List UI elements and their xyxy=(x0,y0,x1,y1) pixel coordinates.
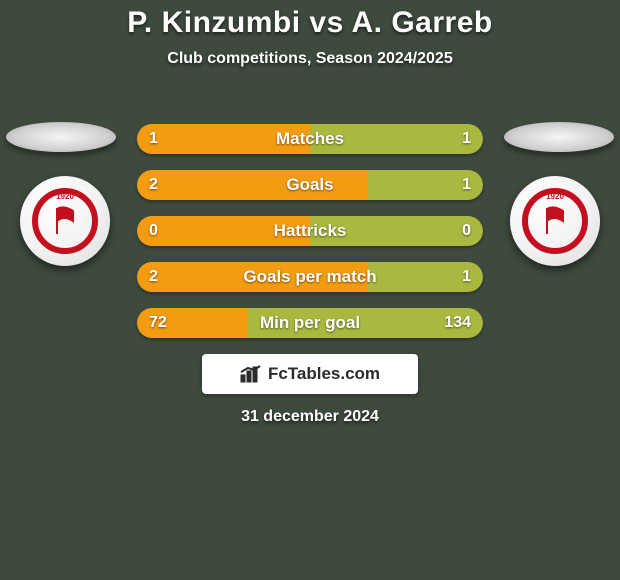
club-year-left: 1920 xyxy=(56,192,74,201)
bar-chart-icon xyxy=(240,365,262,383)
stat-label: Goals per match xyxy=(137,262,483,292)
stat-value-left: 0 xyxy=(149,216,158,246)
club-flag-left-icon xyxy=(52,206,78,236)
stat-value-left: 1 xyxy=(149,124,158,154)
stat-row: Matches1 1 xyxy=(137,124,483,154)
subtitle: Club competitions, Season 2024/2025 xyxy=(0,50,620,68)
club-badge-left-ring: 1920 xyxy=(32,188,98,254)
stat-row: Hattricks0 0 xyxy=(137,216,483,246)
stats-container: Matches11Goals21Hattricks00Goals per mat… xyxy=(137,124,483,354)
stat-label: Hattricks xyxy=(137,216,483,246)
page-title: P. Kinzumbi vs A. Garreb xyxy=(0,0,620,40)
stat-value-right: 0 xyxy=(462,216,471,246)
stat-row: Goals per match2 1 xyxy=(137,262,483,292)
date-text: 31 december 2024 xyxy=(0,408,620,426)
stat-value-right: 1 xyxy=(462,124,471,154)
stat-value-right: 1 xyxy=(462,170,471,200)
club-badge-left: 1920 xyxy=(20,176,110,266)
player-slot-right xyxy=(504,122,614,152)
club-flag-right-icon xyxy=(542,206,568,236)
stat-label: Goals xyxy=(137,170,483,200)
brand-text: FcTables.com xyxy=(268,364,380,384)
stat-value-right: 1 xyxy=(462,262,471,292)
stat-value-right: 134 xyxy=(444,308,471,338)
player-slot-left xyxy=(6,122,116,152)
brand-box: FcTables.com xyxy=(202,354,418,394)
club-badge-right: 1920 xyxy=(510,176,600,266)
club-badge-right-ring: 1920 xyxy=(522,188,588,254)
stat-value-left: 72 xyxy=(149,308,167,338)
stat-row: Goals2 1 xyxy=(137,170,483,200)
stat-label: Matches xyxy=(137,124,483,154)
stat-value-left: 2 xyxy=(149,170,158,200)
stat-row: Min per goal72 134 xyxy=(137,308,483,338)
stat-label: Min per goal xyxy=(137,308,483,338)
stat-value-left: 2 xyxy=(149,262,158,292)
club-year-right: 1920 xyxy=(546,192,564,201)
